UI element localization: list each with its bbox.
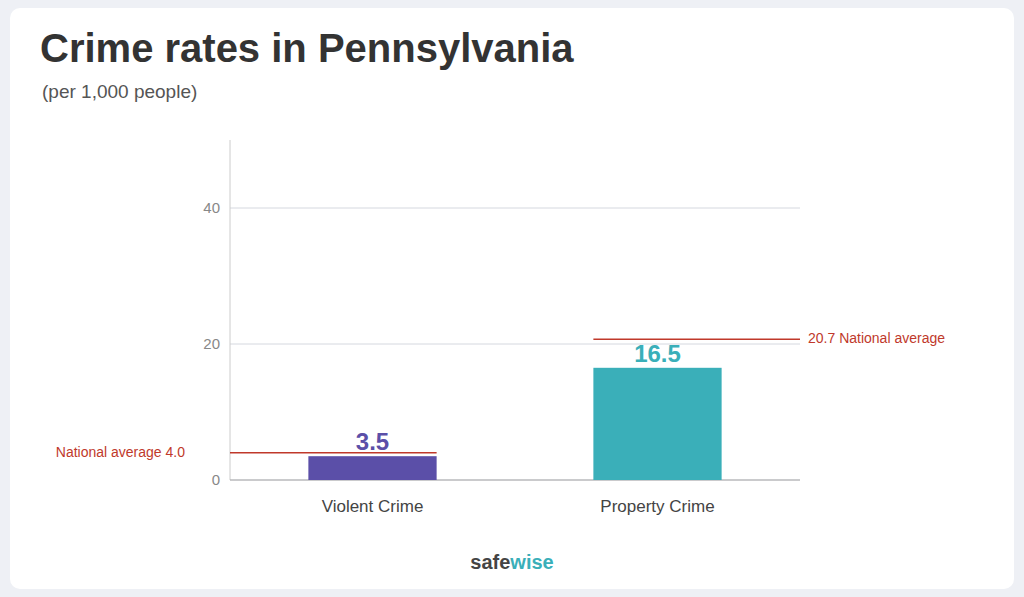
y-tick-label: 0 [212, 471, 220, 488]
y-axis-line [230, 140, 231, 480]
reference-label: 20.7 National average [808, 330, 945, 346]
bar [308, 456, 436, 480]
chart: Crime rates in Pennsylvania (per 1,000 pe… [0, 0, 1024, 597]
branding-part: wise [509, 551, 553, 573]
grid-line [230, 344, 800, 345]
y-tick-label: 40 [203, 199, 220, 216]
reference-line [230, 452, 437, 454]
branding: safewise [470, 551, 553, 573]
x-tick-label: Violent Crime [322, 497, 424, 516]
data-label: 16.5 [634, 340, 681, 367]
branding-part: safe [470, 551, 510, 573]
reference-line [593, 338, 800, 340]
title: Crime rates in Pennsylvania [40, 26, 574, 70]
bar [593, 368, 721, 480]
grid-line [230, 208, 800, 209]
reference-label: National average 4.0 [56, 444, 185, 460]
card [10, 8, 1014, 589]
bars [308, 368, 721, 480]
y-tick-label: 20 [203, 335, 220, 352]
subtitle: (per 1,000 people) [42, 81, 197, 102]
x-tick-label: Property Crime [600, 497, 714, 516]
data-label: 3.5 [356, 428, 389, 455]
grid [230, 208, 800, 480]
